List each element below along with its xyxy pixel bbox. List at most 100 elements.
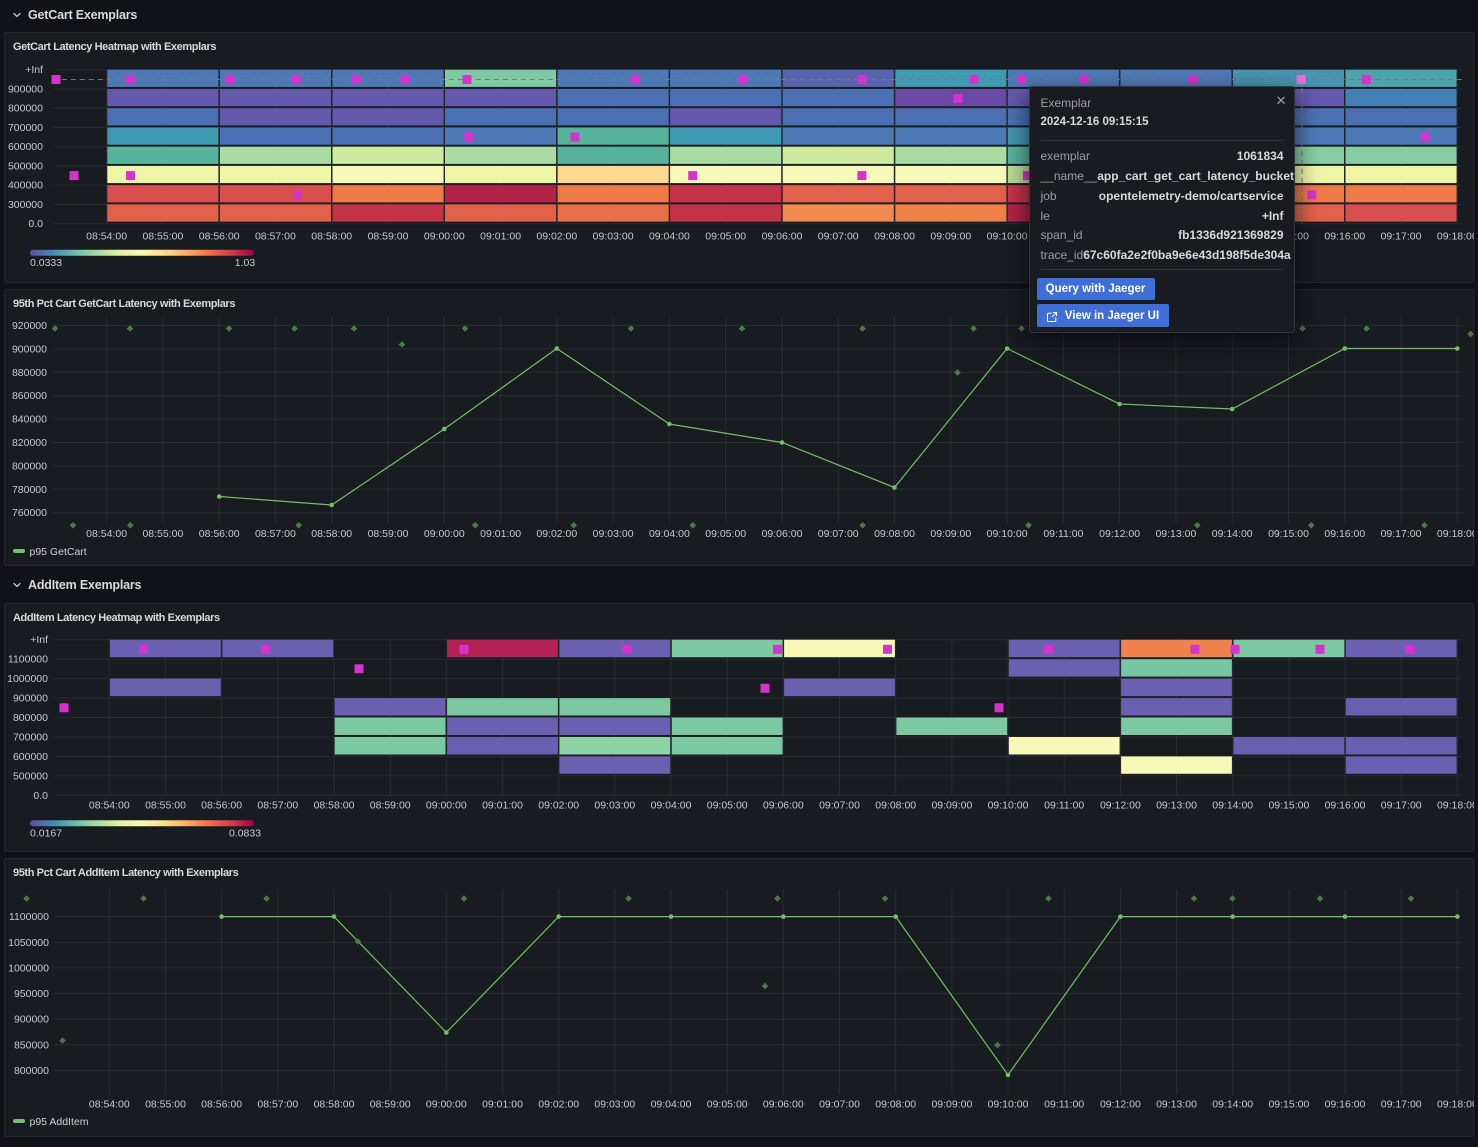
svg-text:09:01:00: 09:01:00 [480,528,521,540]
svg-text:09:12:00: 09:12:00 [1099,528,1140,540]
svg-text:09:16:00: 09:16:00 [1324,528,1365,540]
svg-text:0.0833: 0.0833 [229,828,261,840]
svg-text:1.03: 1.03 [235,257,256,269]
svg-text:820000: 820000 [12,437,47,449]
svg-text:09:08:00: 09:08:00 [874,231,915,243]
svg-text:09:17:00: 09:17:00 [1381,800,1422,812]
svg-text:09:05:00: 09:05:00 [707,800,748,812]
svg-text:500000: 500000 [8,160,43,172]
svg-text:0.0: 0.0 [28,218,43,230]
svg-text:09:15:00: 09:15:00 [1268,1098,1309,1110]
svg-text:09:07:00: 09:07:00 [818,231,859,243]
svg-text:09:11:00: 09:11:00 [1044,800,1084,812]
svg-text:08:59:00: 08:59:00 [370,800,411,812]
svg-text:09:05:00: 09:05:00 [705,231,746,243]
svg-text:08:54:00: 08:54:00 [89,800,130,812]
svg-text:900000: 900000 [12,343,47,355]
svg-text:09:10:00: 09:10:00 [988,1098,1029,1110]
svg-text:08:57:00: 08:57:00 [255,528,296,540]
svg-text:09:12:00: 09:12:00 [1100,1098,1141,1110]
svg-text:850000: 850000 [14,1039,49,1051]
svg-text:09:02:00: 09:02:00 [536,231,577,243]
svg-text:09:17:00: 09:17:00 [1381,231,1422,243]
svg-text:09:12:00: 09:12:00 [1100,800,1141,812]
svg-text:09:13:00: 09:13:00 [1156,1098,1197,1110]
svg-text:09:16:00: 09:16:00 [1325,800,1366,812]
svg-text:950000: 950000 [14,988,49,1000]
svg-text:840000: 840000 [12,414,47,426]
svg-text:800000: 800000 [12,460,47,472]
svg-text:p95 GetCart: p95 GetCart [30,546,87,558]
svg-text:09:15:00: 09:15:00 [1268,800,1309,812]
svg-text:400000: 400000 [8,180,43,192]
svg-text:880000: 880000 [12,367,47,379]
svg-text:08:55:00: 08:55:00 [142,231,183,243]
svg-text:09:00:00: 09:00:00 [424,231,465,243]
svg-text:0.0: 0.0 [33,790,48,802]
svg-text:09:06:00: 09:06:00 [762,231,803,243]
svg-text:900000: 900000 [14,1014,49,1026]
svg-text:09:16:00: 09:16:00 [1325,1098,1366,1110]
svg-text:09:07:00: 09:07:00 [819,800,860,812]
svg-text:09:02:00: 09:02:00 [538,800,579,812]
svg-text:0.0167: 0.0167 [30,828,62,840]
svg-text:09:14:00: 09:14:00 [1212,1098,1253,1110]
svg-text:09:03:00: 09:03:00 [593,231,634,243]
svg-text:760000: 760000 [12,507,47,519]
svg-text:09:13:00: 09:13:00 [1155,528,1196,540]
svg-text:09:04:00: 09:04:00 [649,231,690,243]
svg-text:860000: 860000 [12,390,47,402]
svg-text:09:06:00: 09:06:00 [762,528,803,540]
svg-text:08:56:00: 08:56:00 [201,800,242,812]
svg-text:09:01:00: 09:01:00 [482,800,523,812]
svg-text:08:55:00: 08:55:00 [142,528,183,540]
svg-text:09:08:00: 09:08:00 [875,800,916,812]
svg-text:1050000: 1050000 [8,937,49,949]
svg-text:09:04:00: 09:04:00 [651,800,692,812]
svg-text:09:00:00: 09:00:00 [426,1098,467,1110]
svg-text:09:09:00: 09:09:00 [931,1098,972,1110]
svg-text:09:10:00: 09:10:00 [988,800,1029,812]
svg-text:09:09:00: 09:09:00 [930,528,971,540]
svg-text:09:04:00: 09:04:00 [649,528,690,540]
svg-text:09:01:00: 09:01:00 [482,1098,523,1110]
svg-text:09:05:00: 09:05:00 [705,528,746,540]
svg-text:08:56:00: 08:56:00 [199,231,240,243]
svg-text:300000: 300000 [8,199,43,211]
svg-text:08:58:00: 08:58:00 [314,1098,355,1110]
svg-text:09:14:00: 09:14:00 [1212,528,1253,540]
svg-text:08:54:00: 08:54:00 [86,528,127,540]
svg-text:09:09:00: 09:09:00 [930,231,971,243]
svg-text:0.0333: 0.0333 [30,257,62,269]
svg-text:09:04:00: 09:04:00 [651,1098,692,1110]
svg-text:08:57:00: 08:57:00 [257,1098,298,1110]
svg-text:900000: 900000 [8,84,43,96]
svg-text:09:07:00: 09:07:00 [818,528,859,540]
svg-text:09:11:00: 09:11:00 [1043,528,1083,540]
svg-text:09:14:00: 09:14:00 [1212,800,1253,812]
svg-text:1100000: 1100000 [9,911,49,923]
svg-text:1000000: 1000000 [8,962,49,974]
svg-text:09:09:00: 09:09:00 [931,800,972,812]
svg-text:900000: 900000 [13,693,48,705]
svg-text:09:18:00: 09:18:00 [1437,528,1474,540]
svg-text:08:54:00: 08:54:00 [89,1098,130,1110]
svg-text:08:54:00: 08:54:00 [86,231,127,243]
svg-text:09:02:00: 09:02:00 [538,1098,579,1110]
svg-text:09:18:00: 09:18:00 [1437,1098,1474,1110]
svg-text:09:13:00: 09:13:00 [1156,800,1197,812]
svg-text:09:05:00: 09:05:00 [707,1098,748,1110]
svg-text:500000: 500000 [13,770,48,782]
svg-text:09:06:00: 09:06:00 [763,1098,804,1110]
svg-text:780000: 780000 [12,484,47,496]
svg-text:09:17:00: 09:17:00 [1381,528,1422,540]
svg-text:08:56:00: 08:56:00 [201,1098,242,1110]
svg-text:09:03:00: 09:03:00 [593,528,634,540]
svg-text:09:02:00: 09:02:00 [536,528,577,540]
svg-text:1000000: 1000000 [7,673,48,685]
svg-text:08:55:00: 08:55:00 [145,1098,186,1110]
svg-text:600000: 600000 [8,141,43,153]
svg-text:09:10:00: 09:10:00 [987,528,1028,540]
svg-text:09:01:00: 09:01:00 [480,231,521,243]
svg-text:09:16:00: 09:16:00 [1324,231,1365,243]
